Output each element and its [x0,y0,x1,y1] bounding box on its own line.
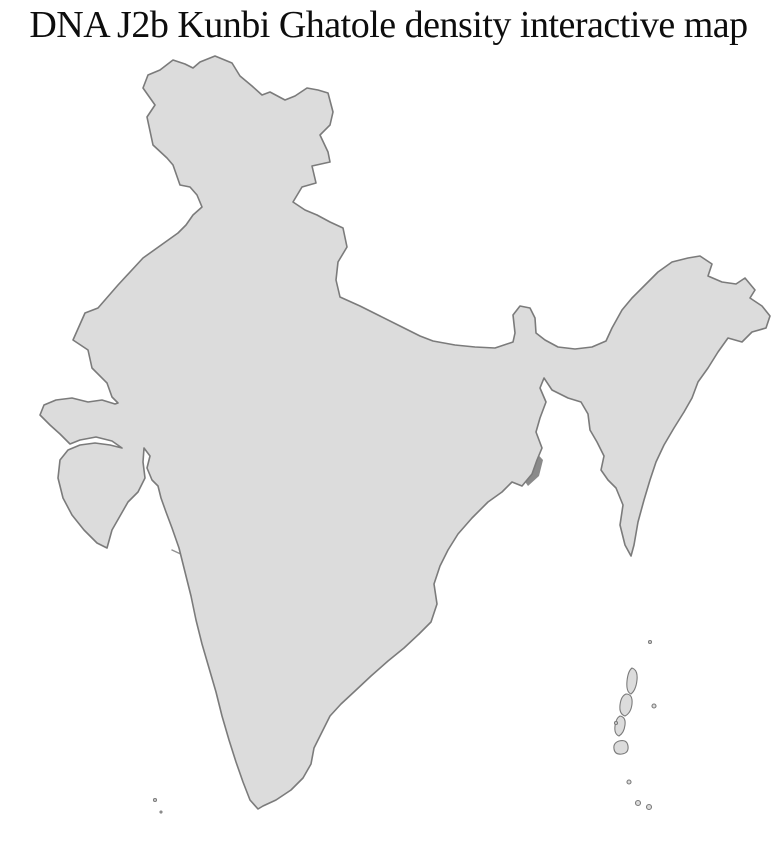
islands [152,639,657,814]
national-border-outline [39,55,771,810]
page-title: DNA J2b Kunbi Ghatole density interactiv… [29,4,748,46]
